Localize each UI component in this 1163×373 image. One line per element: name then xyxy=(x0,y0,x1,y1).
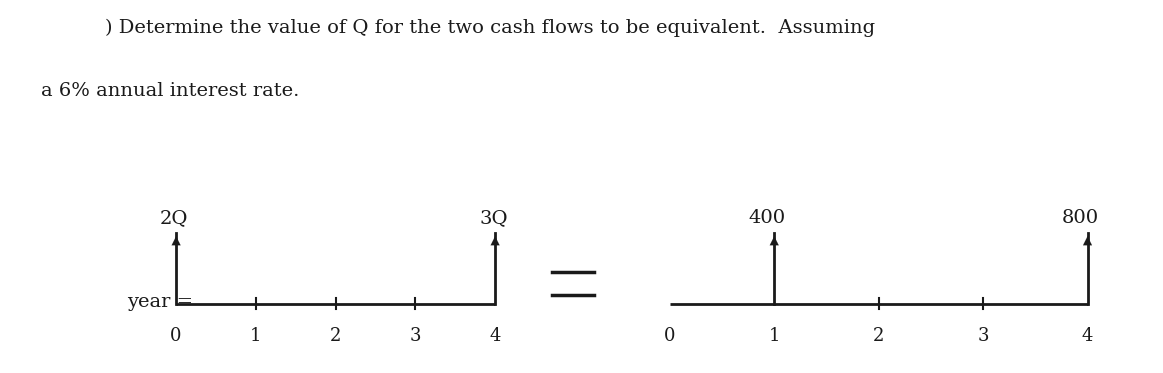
Text: 0: 0 xyxy=(170,327,181,345)
Text: 1: 1 xyxy=(769,327,780,345)
Text: 4: 4 xyxy=(1082,327,1093,345)
Text: 400: 400 xyxy=(748,209,785,227)
Text: 800: 800 xyxy=(1062,209,1099,227)
Text: 2: 2 xyxy=(330,327,341,345)
Text: year =: year = xyxy=(127,292,193,310)
Text: 3: 3 xyxy=(409,327,421,345)
Text: ) Determine the value of Q for the two cash flows to be equivalent.  Assuming: ) Determine the value of Q for the two c… xyxy=(105,19,875,37)
Text: a 6% annual interest rate.: a 6% annual interest rate. xyxy=(41,82,299,100)
Text: 2: 2 xyxy=(873,327,884,345)
Text: 3: 3 xyxy=(977,327,989,345)
Text: 0: 0 xyxy=(664,327,676,345)
Text: 4: 4 xyxy=(490,327,501,345)
Text: 3Q: 3Q xyxy=(479,209,508,227)
Text: 2Q: 2Q xyxy=(160,209,188,227)
Text: 1: 1 xyxy=(250,327,262,345)
